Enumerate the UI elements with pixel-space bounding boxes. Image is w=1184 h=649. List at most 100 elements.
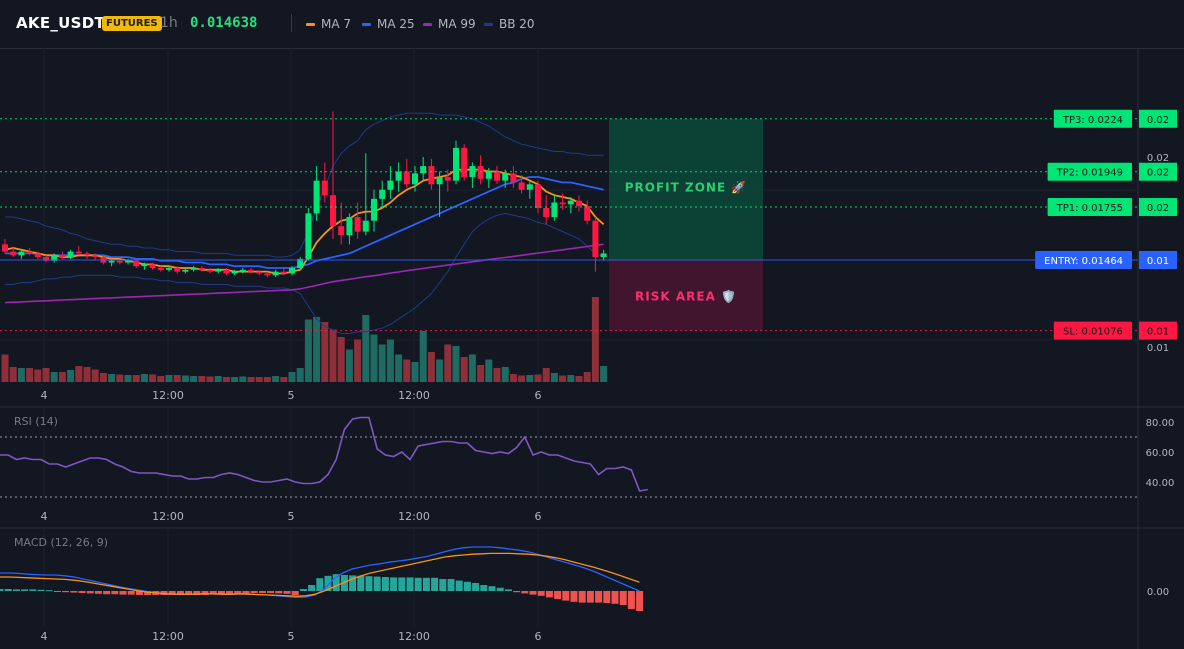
candle-body <box>330 195 336 227</box>
volume-bar <box>591 297 599 382</box>
volume-bar <box>42 368 50 382</box>
time-axis-label: 4 <box>41 510 48 523</box>
candle-body <box>387 180 394 190</box>
legend-ma25[interactable]: MA 25 <box>362 17 415 31</box>
profit-zone-label: PROFIT ZONE 🚀 <box>625 180 748 194</box>
level-price-bg <box>1139 109 1177 128</box>
candle-body <box>403 171 410 185</box>
macd-axis-label: 0.00 <box>1147 587 1169 598</box>
macd-hist-bar <box>570 591 578 602</box>
macd-hist-bar <box>332 574 340 591</box>
volume-bar <box>99 373 107 382</box>
time-axis-label: 4 <box>41 630 48 643</box>
macd-hist-bar <box>70 591 78 593</box>
time-axis-label: 6 <box>535 630 542 643</box>
volume-bar <box>140 374 148 382</box>
macd-hist-bar <box>12 589 20 591</box>
macd-hist-bar <box>324 575 332 591</box>
macd-hist-bar <box>201 591 209 595</box>
volume-bar <box>108 374 116 382</box>
macd-hist-bar <box>185 591 193 595</box>
level-price-bg <box>1139 321 1177 340</box>
volume-bar <box>329 329 337 382</box>
candle-body <box>338 226 345 236</box>
ma99-line <box>4 243 604 304</box>
time-axis-label: 12:00 <box>398 630 430 643</box>
volume-bar <box>501 367 509 382</box>
legend-bb20[interactable]: BB 20 <box>484 17 535 31</box>
time-axis-label: 5 <box>288 510 295 523</box>
macd-hist-bar <box>291 591 299 595</box>
candle-body <box>346 217 353 236</box>
volume-bar <box>222 377 230 382</box>
rsi-title: RSI (14) <box>14 415 58 428</box>
legend-ma7[interactable]: MA 7 <box>306 17 351 31</box>
volume-bar <box>550 373 558 382</box>
candle-body <box>231 271 238 274</box>
macd-hist-bar <box>209 591 217 595</box>
volume-bar <box>460 357 468 382</box>
candle-body <box>477 166 484 179</box>
level-price-label: 0.01 <box>1147 256 1169 267</box>
bb-lower-line <box>5 212 604 334</box>
macd-hist-bar <box>86 591 94 594</box>
ma25-swatch-icon <box>362 23 371 26</box>
symbol-title[interactable]: AKE_USDT <box>16 14 106 32</box>
candle-body <box>2 244 8 252</box>
candle-body <box>190 268 197 270</box>
candle-body <box>453 147 459 181</box>
volume-bar <box>181 375 189 382</box>
candle-body <box>502 173 509 181</box>
macd-hist-bar <box>78 591 86 593</box>
volume-bar <box>17 368 25 382</box>
candle-body <box>362 220 369 232</box>
rsi-axis-label: 80.00 <box>1146 418 1175 429</box>
candle-body <box>494 171 500 181</box>
time-axis-label: 4 <box>41 389 48 402</box>
time-axis-label: 5 <box>288 630 295 643</box>
candle-body <box>198 268 205 270</box>
profit-zone <box>609 118 763 260</box>
volume-bar <box>403 359 411 382</box>
candle-body <box>313 180 320 214</box>
macd-hist-bar <box>21 589 29 591</box>
candle-body <box>436 177 443 185</box>
macd-hist-bar <box>365 576 373 591</box>
volume-bar <box>34 369 42 382</box>
macd-hist-bar <box>4 589 12 591</box>
time-axis-label: 5 <box>288 389 295 402</box>
volume-bar <box>436 359 444 382</box>
timeframe-label[interactable]: 1h <box>160 15 178 31</box>
candle-body <box>264 273 271 276</box>
volume-bar <box>288 372 296 382</box>
macd-hist-bar <box>373 576 381 591</box>
macd-hist-bar <box>111 591 119 595</box>
macd-hist-bar <box>611 591 619 604</box>
level-price-label: 0.01 <box>1147 327 1169 338</box>
candle-body <box>108 260 115 263</box>
candle-body <box>297 258 304 269</box>
volume-bar <box>214 376 222 382</box>
candle-body <box>280 271 287 274</box>
volume-bar <box>165 375 173 382</box>
volume-bar <box>206 376 214 382</box>
candle-body <box>444 177 451 181</box>
macd-hist-bar <box>168 591 176 595</box>
volume-bar <box>395 354 403 382</box>
futures-badge: FUTURES <box>102 16 162 31</box>
legend-bb20-label: BB 20 <box>499 17 535 31</box>
candle-body <box>461 147 468 178</box>
macd-hist-bar <box>463 581 471 591</box>
macd-hist-bar <box>62 591 70 593</box>
macd-hist-bar <box>488 586 496 591</box>
volume-bar <box>345 349 353 382</box>
macd-hist-bar <box>554 591 562 599</box>
volume-bar <box>337 337 345 382</box>
macd-hist-bar <box>406 577 414 591</box>
candle-body <box>67 251 74 258</box>
ma7-swatch-icon <box>306 23 315 26</box>
candle-body <box>157 268 164 270</box>
volume-bar <box>567 375 575 382</box>
legend-ma99[interactable]: MA 99 <box>423 17 476 31</box>
